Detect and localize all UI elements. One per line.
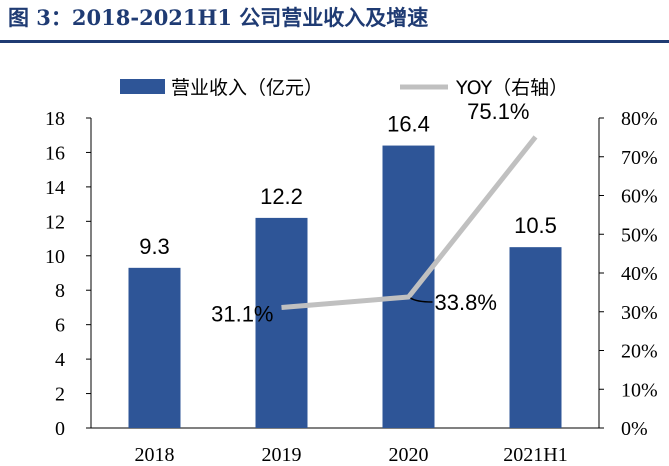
right-tick-label: 70% bbox=[621, 147, 658, 169]
right-tick-label: 10% bbox=[621, 379, 658, 401]
revenue-bar bbox=[128, 267, 181, 428]
legend: 营业收入（亿元） YOY（右轴） bbox=[120, 77, 568, 99]
legend-line-label: YOY（右轴） bbox=[455, 77, 568, 99]
right-tick-label: 50% bbox=[621, 224, 658, 246]
yoy-data-label: 33.8% bbox=[435, 290, 497, 315]
left-tick-label: 0 bbox=[55, 418, 65, 440]
left-tick-label: 12 bbox=[45, 211, 65, 233]
right-tick-label: 30% bbox=[621, 302, 658, 324]
left-tick-label: 14 bbox=[45, 177, 65, 199]
left-tick-label: 6 bbox=[55, 315, 65, 337]
bar-series bbox=[128, 145, 562, 429]
yoy-line bbox=[281, 135, 538, 310]
revenue-bar bbox=[382, 145, 435, 429]
revenue-data-label: 16.4 bbox=[387, 112, 430, 137]
right-tick-label: 0% bbox=[621, 418, 648, 440]
left-tick-label: 18 bbox=[45, 108, 65, 130]
revenue-bar bbox=[509, 247, 562, 428]
legend-bar-label: 营业收入（亿元） bbox=[171, 77, 323, 99]
left-tick-label: 4 bbox=[55, 349, 65, 371]
revenue-bar bbox=[255, 217, 308, 428]
x-tick-label: 2021H1 bbox=[503, 444, 567, 466]
yoy-label-leader bbox=[410, 297, 433, 303]
right-tick-label: 40% bbox=[621, 263, 658, 285]
axes: 0 2 4 6 8 10 12 14 16 18 2018 2019 2020 2021H1 0% 10% 20… bbox=[45, 108, 658, 466]
yoy-line-series bbox=[281, 135, 538, 310]
left-tick-label: 10 bbox=[45, 246, 65, 268]
revenue-data-label: 12.2 bbox=[260, 184, 303, 209]
x-tick-label: 2019 bbox=[262, 444, 302, 466]
right-tick-label: 80% bbox=[621, 108, 658, 130]
figure-title: 图 3：2018-2021H1 公司营业收入及增速 bbox=[8, 5, 429, 30]
left-tick-label: 2 bbox=[55, 384, 65, 406]
left-tick-label: 8 bbox=[55, 280, 65, 302]
right-tick-label: 20% bbox=[621, 341, 658, 363]
yoy-data-label: 31.1% bbox=[211, 301, 273, 326]
right-tick-label: 60% bbox=[621, 186, 658, 208]
x-tick-label: 2020 bbox=[389, 444, 429, 466]
data-labels: 9.3 12.2 16.4 10.5 31.1% 33.8% 75.1% bbox=[139, 99, 557, 326]
yoy-data-label: 75.1% bbox=[467, 99, 529, 124]
left-tick-label: 16 bbox=[45, 142, 65, 164]
revenue-data-label: 9.3 bbox=[139, 234, 170, 259]
x-tick-label: 2018 bbox=[135, 444, 175, 466]
legend-bar-swatch bbox=[120, 79, 165, 94]
revenue-data-label: 10.5 bbox=[514, 213, 557, 238]
title-divider bbox=[0, 40, 669, 43]
